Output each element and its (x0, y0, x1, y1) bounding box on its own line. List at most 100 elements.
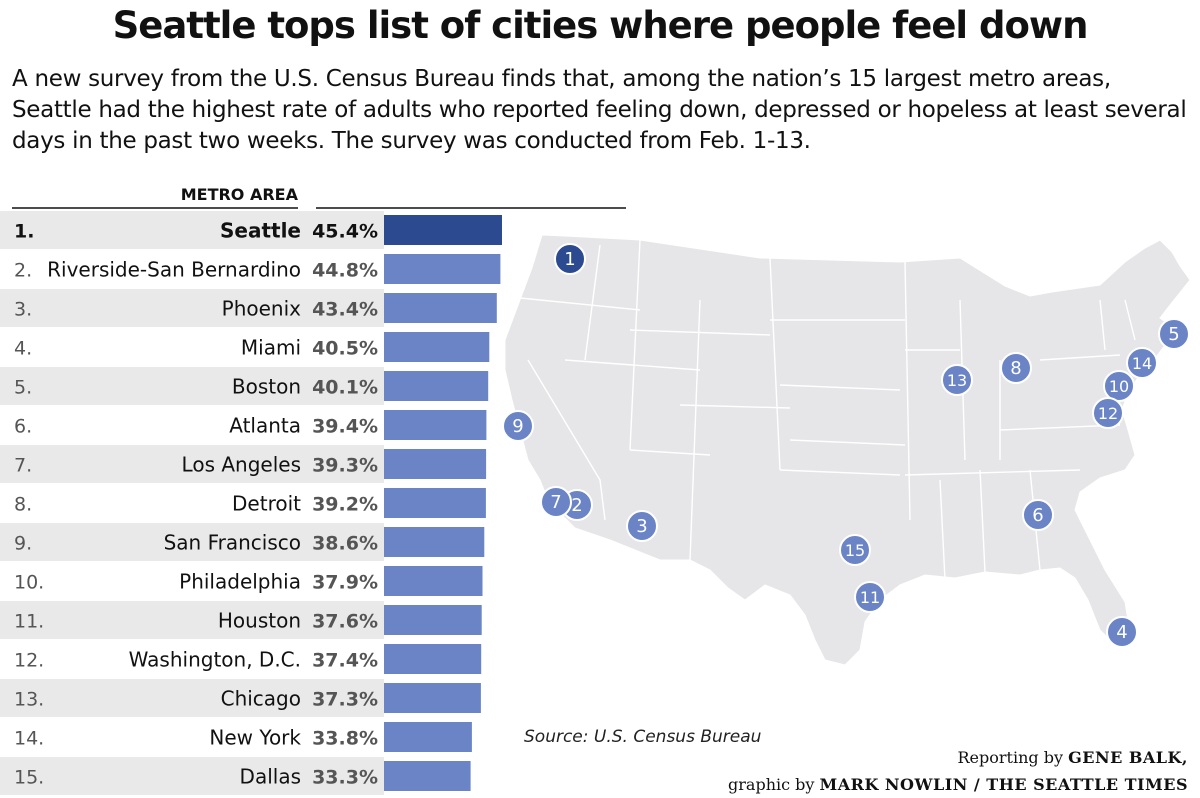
row-stripe (0, 289, 384, 327)
row-stripe (0, 445, 384, 483)
value-label: 37.4% (312, 650, 378, 672)
bar (384, 332, 490, 362)
state-border (629, 329, 771, 336)
source-note: Source: U.S. Census Bureau (524, 727, 762, 747)
rank-label: 7. (14, 455, 32, 477)
row-stripe (0, 523, 384, 561)
rank-label: 12. (14, 650, 44, 672)
bar (384, 254, 501, 284)
category-label: Miami (241, 336, 301, 360)
metro-marker: 10 (1103, 370, 1135, 402)
metro-marker: 3 (626, 510, 658, 542)
category-label: Chicago (221, 687, 301, 711)
state-border (1124, 299, 1136, 341)
chart-title: Seattle tops list of cities where people… (112, 4, 1089, 47)
bar (384, 722, 472, 752)
marker-circle (854, 581, 886, 613)
bar (384, 644, 482, 674)
state-border (564, 359, 701, 371)
metro-marker: 12 (1092, 397, 1124, 429)
state-border (904, 469, 1081, 476)
marker-circle (1126, 347, 1158, 379)
rank-label: 9. (14, 533, 32, 555)
bar (384, 761, 471, 791)
credits: Reporting by GENE BALK, graphic by MARK … (728, 744, 1188, 798)
state-border (689, 299, 701, 561)
state-borders (519, 239, 1136, 581)
rank-label: 4. (14, 338, 32, 360)
rank-label: 14. (14, 728, 44, 750)
marker-circle (554, 243, 586, 275)
credit-prefix: Reporting by (957, 748, 1069, 767)
marker-label: 10 (1109, 377, 1129, 396)
state-border (629, 449, 711, 456)
category-label: Phoenix (222, 297, 302, 321)
value-label: 37.9% (312, 572, 378, 594)
marker-label: 14 (1132, 354, 1152, 373)
marker-circle (502, 410, 534, 442)
marker-label: 1 (564, 249, 575, 270)
bar (384, 488, 486, 518)
metro-marker: 7 (540, 486, 572, 518)
bar (384, 371, 489, 401)
marker-label: 9 (512, 416, 523, 437)
rank-label: 15. (14, 767, 44, 789)
marker-label: 5 (1168, 324, 1179, 345)
state-border (1039, 354, 1121, 361)
metro-marker: 1 (554, 243, 586, 275)
column-header: METRO AREA (181, 185, 299, 204)
credit-name: GENE BALK, (1068, 748, 1188, 767)
value-label: 37.6% (312, 611, 378, 633)
chart-subtitle: A new survey from the U.S. Census Bureau… (12, 66, 1187, 154)
state-border (519, 297, 641, 311)
state-border (939, 479, 946, 581)
metro-marker: 15 (839, 534, 871, 566)
marker-circle (1103, 370, 1135, 402)
value-label: 33.8% (312, 728, 378, 750)
state-border (769, 257, 781, 471)
rank-label: 13. (14, 689, 44, 711)
state-border (679, 404, 791, 409)
marker-circle (1158, 318, 1190, 350)
state-border (527, 359, 606, 521)
marker-label: 6 (1032, 505, 1043, 526)
marker-label: 13 (947, 371, 967, 390)
category-label: Boston (232, 375, 301, 399)
rank-label: 5. (14, 377, 32, 399)
bar-rows: 1. Seattle 45.4% 2. Riverside-San Bernardino… (0, 211, 502, 795)
rank-label: 1. (14, 221, 34, 243)
bar (384, 410, 487, 440)
marker-circle (1092, 397, 1124, 429)
category-label: Los Angeles (182, 453, 301, 477)
bar (384, 527, 485, 557)
row-stripe (0, 679, 384, 717)
category-label: Dallas (240, 765, 301, 789)
value-label: 39.2% (312, 494, 378, 516)
rank-label: 11. (14, 611, 44, 633)
rank-label: 6. (14, 416, 32, 438)
rank-label: 2. (14, 260, 32, 282)
metro-marker: 5 (1158, 318, 1190, 350)
row-stripe (0, 757, 384, 795)
row-stripe (0, 367, 384, 405)
value-label: 40.5% (312, 338, 378, 360)
metro-marker: 14 (1126, 347, 1158, 379)
metro-marker: 4 (1106, 616, 1138, 648)
marker-label: 4 (1116, 622, 1127, 643)
marker-circle (626, 510, 658, 542)
state-border (779, 384, 901, 391)
credit-line-2: graphic by MARK NOWLIN / THE SEATTLE TIM… (728, 771, 1188, 798)
row-stripe (0, 211, 384, 249)
metro-marker: 13 (941, 364, 973, 396)
marker-circle (839, 534, 871, 566)
marker-circle (1106, 616, 1138, 648)
category-label: Washington, D.C. (129, 648, 301, 672)
metro-marker: 11 (854, 581, 886, 613)
bar (384, 605, 482, 635)
us-landmass (504, 234, 1191, 666)
credit-name: MARK NOWLIN / THE SEATTLE TIMES (819, 775, 1188, 794)
marker-circle (1022, 499, 1054, 531)
